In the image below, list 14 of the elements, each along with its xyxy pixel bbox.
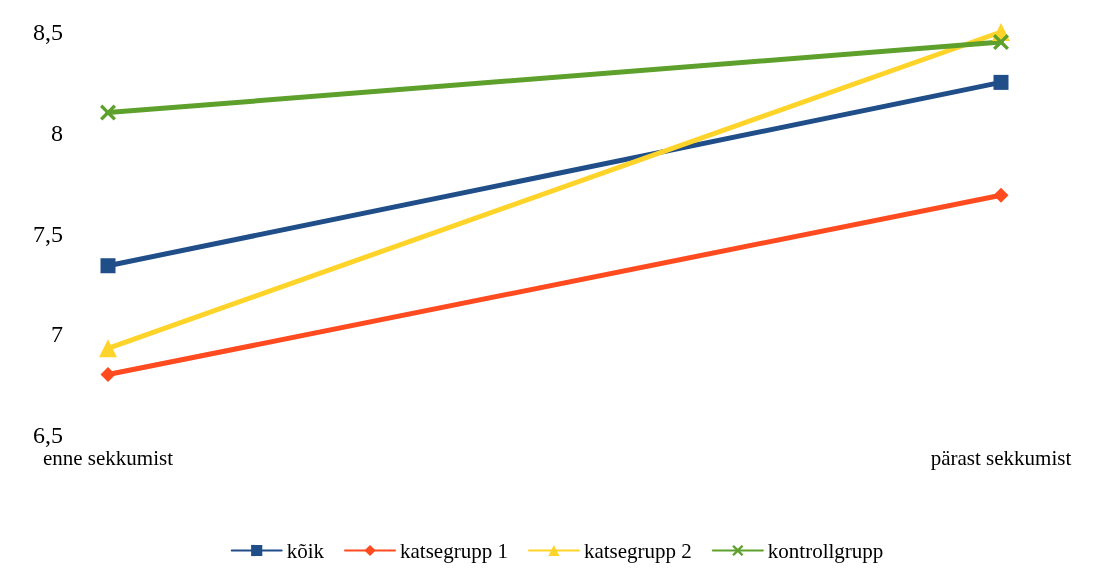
point [993, 74, 1009, 90]
x-tick-label: pärast sekkumist [930, 445, 1072, 470]
point [993, 187, 1009, 203]
y-tick-label: 8,5 [33, 19, 63, 45]
point [100, 367, 116, 383]
legend-label: katsegrupp 2 [583, 538, 692, 563]
legend-label: kõik [286, 538, 325, 563]
legend-label: katsegrupp 1 [400, 538, 508, 563]
y-tick-label: 6,5 [33, 422, 63, 448]
y-tick-label: 7,5 [33, 220, 63, 247]
y-tick-label: 8 [51, 119, 63, 146]
y-tick-label: 7 [51, 321, 63, 348]
point [100, 258, 116, 274]
legend-label: kontrollgrupp [767, 538, 884, 563]
